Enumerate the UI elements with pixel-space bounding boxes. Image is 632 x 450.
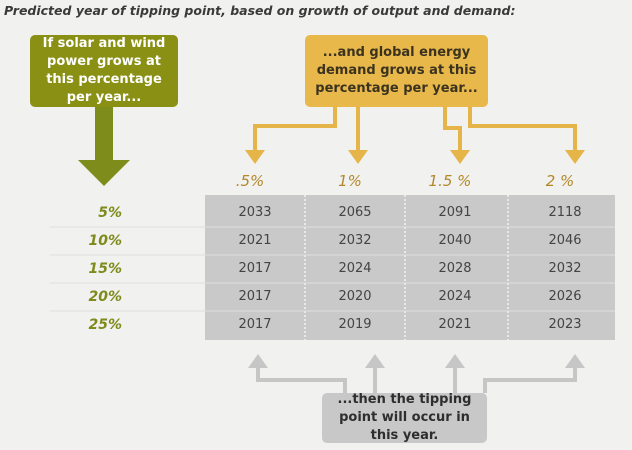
table-background [205,195,615,340]
title: Predicted year of tipping point, based o… [4,3,516,18]
row-separators [50,226,615,312]
table-cell: 2024 [438,289,472,304]
supply-arrow [78,107,130,186]
table-cell: 2065 [338,205,372,220]
table-cell: 2046 [548,233,582,248]
result-arrows [256,366,577,393]
demand-arrows [253,107,577,152]
row-header: 15% [88,261,122,277]
table-cell: 2017 [238,289,272,304]
table-cell: 2023 [548,317,582,332]
table-cell: 2024 [338,261,372,276]
table-cell: 2026 [548,289,582,304]
table-cell: 2017 [238,261,272,276]
table-cell: 2040 [438,233,472,248]
table-cell: 2032 [338,233,372,248]
table-cell: 2033 [238,205,272,220]
row-header: 5% [98,205,122,221]
table-cell: 2032 [548,261,582,276]
table-cell: 2020 [338,289,372,304]
column-header: 1% [338,172,362,190]
row-header: 20% [88,289,122,305]
table-cell: 2017 [238,317,272,332]
row-header: 10% [88,233,122,249]
table-cell: 2021 [238,233,272,248]
result-arrowheads [248,354,585,368]
column-separators [304,195,509,340]
table-cell: 2021 [438,317,472,332]
column-header: .5% [235,172,265,190]
demand-box: ...and global energy demand grows at thi… [305,35,488,107]
table-cell: 2028 [438,261,472,276]
supply-box: If solar and wind power grows at this pe… [30,35,178,107]
table-cell: 2118 [548,205,582,220]
column-header: 1.5 % [428,172,472,190]
table-cell: 2019 [338,317,372,332]
table-cell: 2091 [438,205,472,220]
result-box: ...then the tipping point will occur in … [322,392,487,443]
row-header: 25% [88,317,122,333]
column-header: 2 % [545,172,575,190]
demand-arrowheads [245,150,585,164]
